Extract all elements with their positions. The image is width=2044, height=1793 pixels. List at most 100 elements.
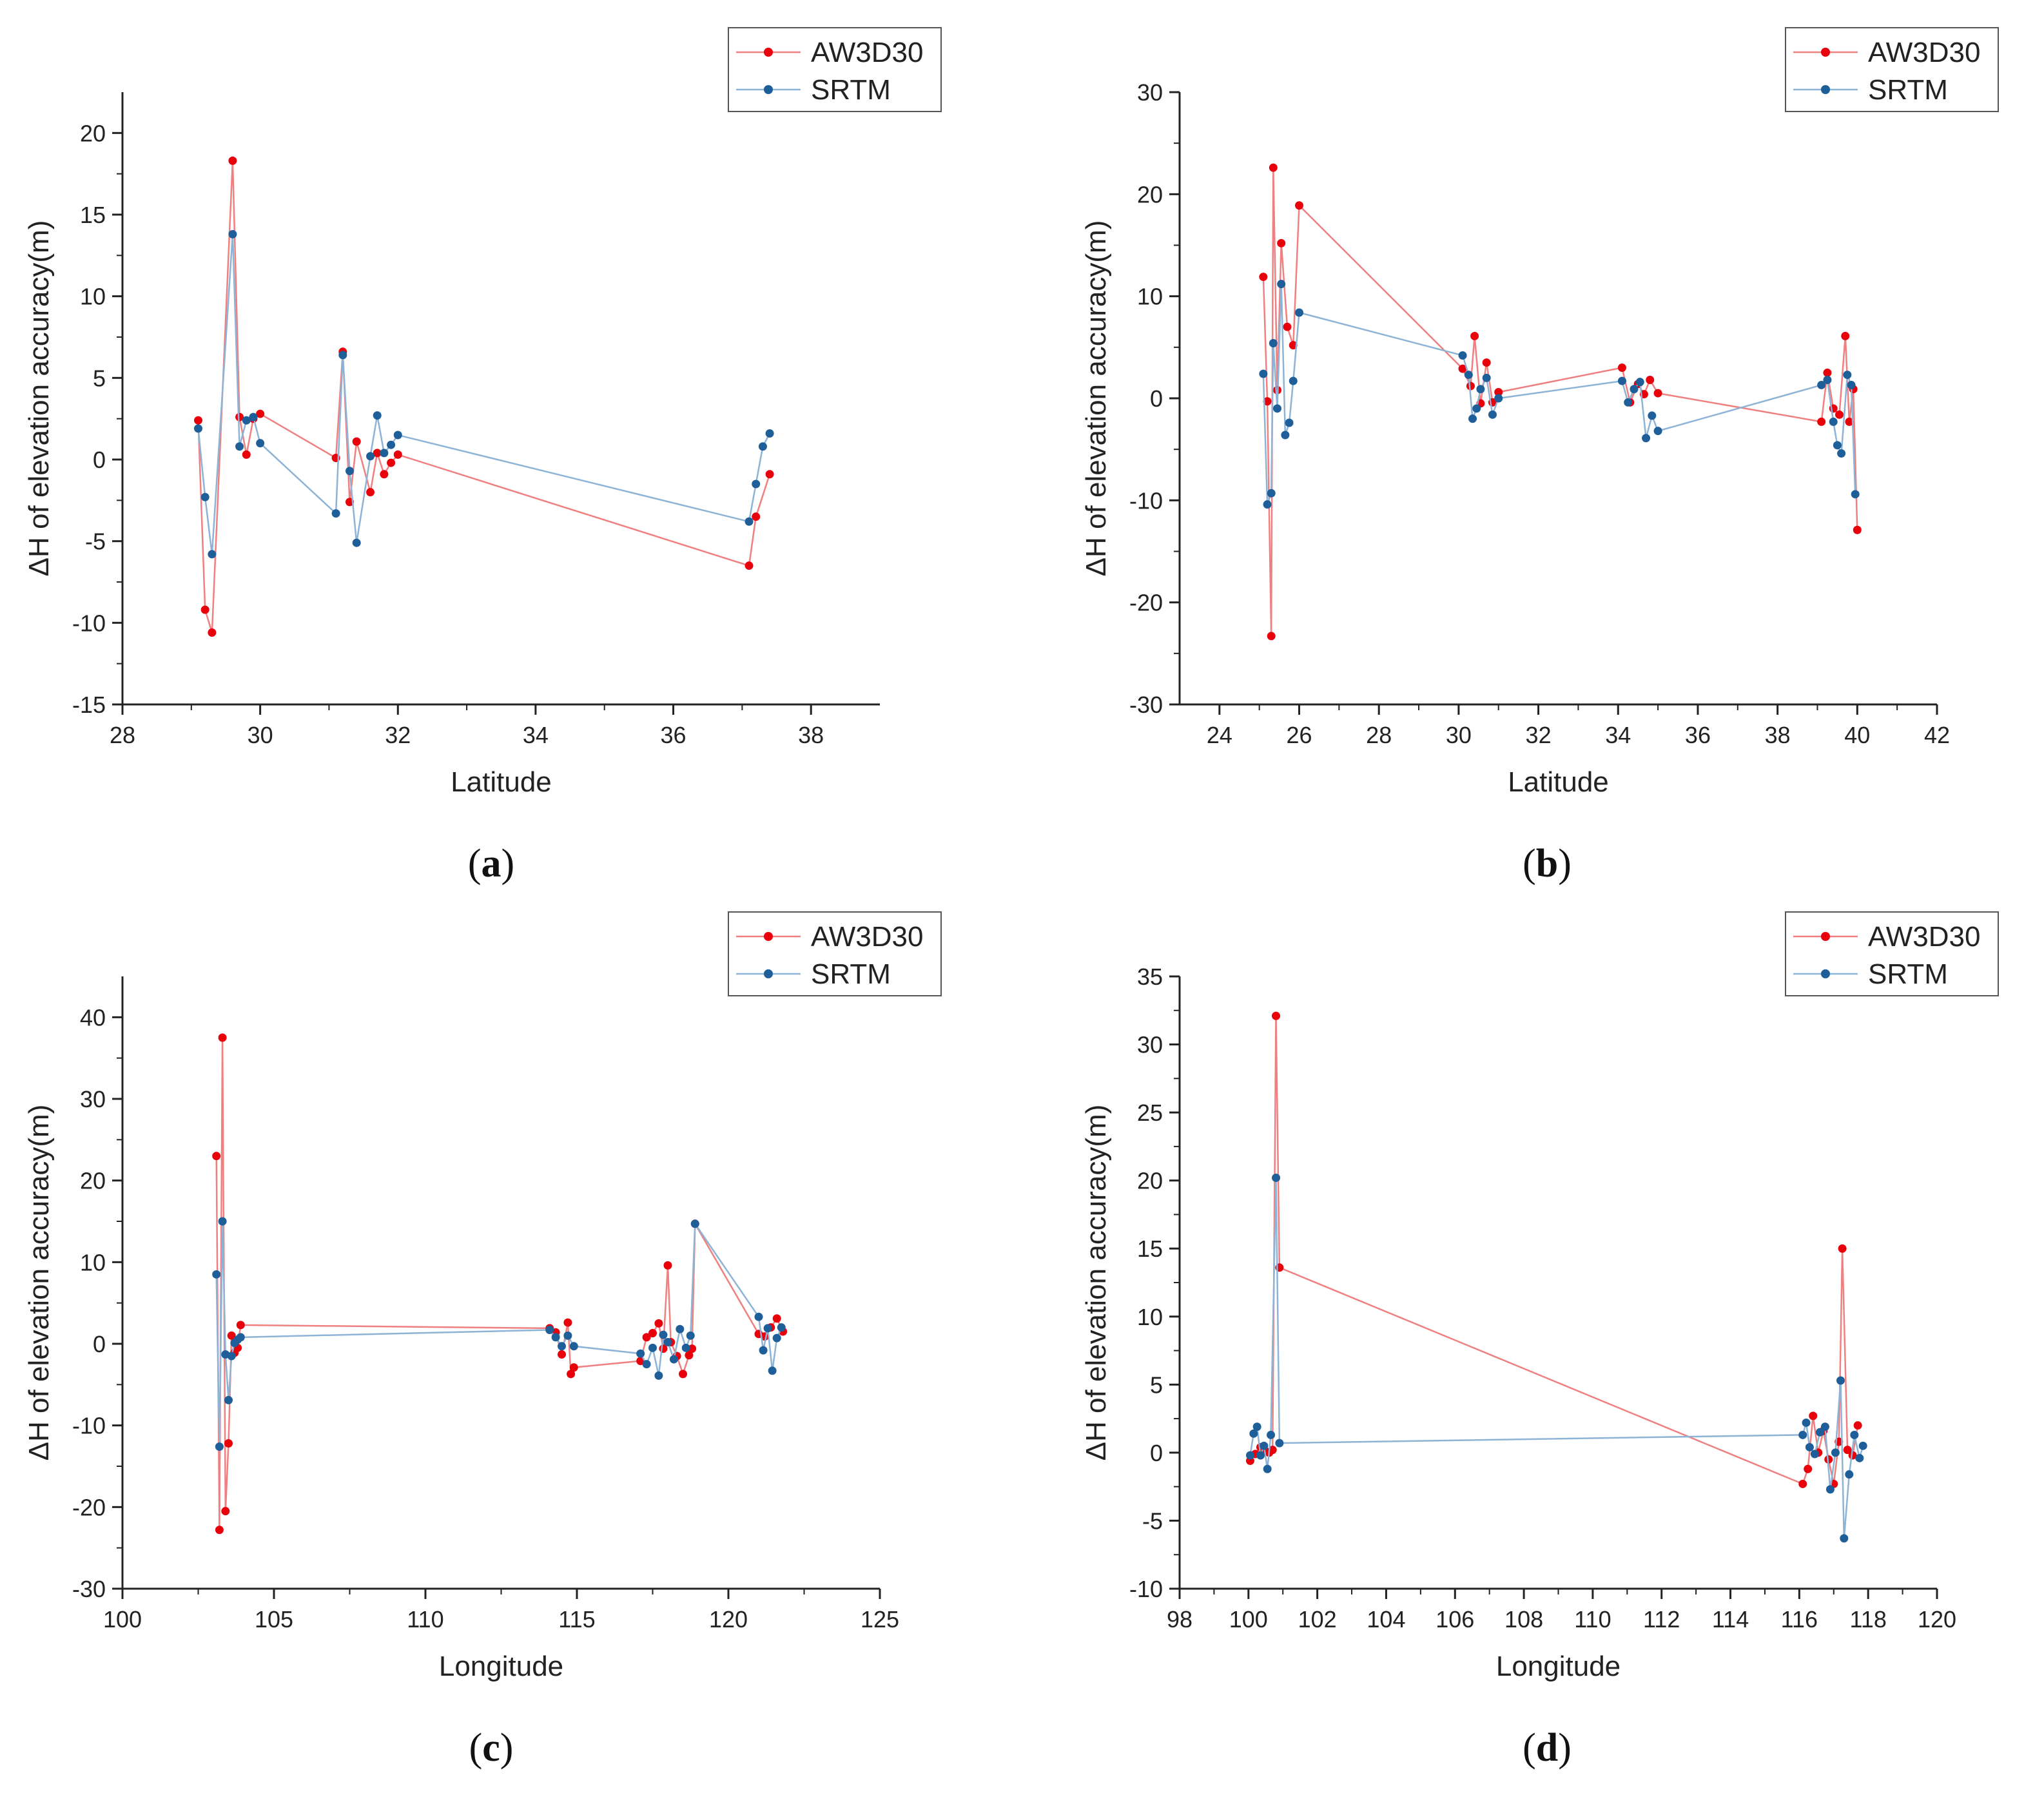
panel-b-y-tick-label: 20 [1137, 181, 1163, 208]
panel-c-srtm-point [642, 1360, 651, 1369]
panel-c-aw3d30-point [218, 1033, 227, 1042]
panel-d-srtm-point [1831, 1448, 1840, 1457]
panel-a-x-axis-label: Latitude [451, 766, 552, 798]
panel-c-legend-aw3d30-marker [764, 932, 773, 941]
panel-d-aw3d30-point [1848, 1451, 1857, 1460]
panel-a-y-axis-label: ΔH of elevation accuracy(m) [23, 220, 55, 577]
panel-d-srtm-point [1845, 1470, 1854, 1479]
panel-a-aw3d30-point [393, 450, 402, 459]
panel-b-srtm-point [1837, 449, 1846, 458]
panel-b-srtm-point [1267, 489, 1276, 498]
panel-b-srtm-point [1833, 441, 1842, 450]
panel-a-x-tick-label: 32 [385, 722, 411, 748]
panel-d-srtm-point [1263, 1464, 1272, 1473]
panel-c-srtm-point [768, 1366, 777, 1375]
panel-c-srtm-point [759, 1346, 768, 1355]
panel-b-x-tick-label: 38 [1765, 722, 1791, 748]
panel-d-caption: (d) [1523, 1726, 1572, 1770]
panel-a-srtm-point [235, 442, 244, 451]
panel-a-y-tick-label: 15 [80, 202, 106, 228]
panel-a-legend-srtm-marker [764, 85, 773, 94]
panel-a-y-tick-label: -10 [72, 610, 106, 636]
panel-a-srtm-point [242, 416, 251, 425]
panel-a-srtm-point [194, 424, 202, 433]
panel-c-aw3d30-point [558, 1350, 566, 1359]
panel-d-srtm-point [1815, 1428, 1824, 1437]
panel-b-y-tick-label: -20 [1129, 590, 1163, 616]
panel-c-srtm-point [686, 1331, 695, 1340]
panel-b-srtm-point [1488, 410, 1497, 419]
panel-b-srtm-point [1285, 418, 1294, 427]
panel-d-legend-aw3d30-label: AW3D30 [1868, 921, 1980, 953]
panel-b-srtm-point [1642, 434, 1651, 443]
panel-d-srtm-point [1855, 1453, 1864, 1462]
panel-a-x-tick-label: 36 [661, 722, 686, 748]
panel-a-aw3d30-point [387, 458, 396, 467]
panel-c-x-tick-label: 110 [407, 1606, 443, 1633]
panel-b: 24 26 28 30 32 34 36 38 40 42 -30 -20 -10 0 10 20 30 Lati… [1080, 27, 1999, 798]
panel-b-x-tick-label: 42 [1924, 722, 1950, 748]
panel-d-x-tick-label: 120 [1918, 1606, 1956, 1633]
panel-a-legend-srtm-label: SRTM [811, 74, 891, 106]
panel-d: 98 100 102 104 106 108 110 112 114 116 118 120-10-5… [1080, 911, 1999, 1682]
panel-c-legend [728, 911, 942, 996]
panel-a-srtm-point [752, 480, 761, 489]
panel-b-srtm-point [1468, 414, 1477, 423]
panel-a-srtm-point [200, 492, 209, 501]
panel-c-aw3d30-point [236, 1321, 245, 1330]
panel-a-srtm-point [331, 509, 340, 518]
panel-d-y-axis-label: ΔH of elevation accuracy(m) [1080, 1105, 1112, 1461]
panel-b-srtm-point [1269, 339, 1278, 347]
panel-b-legend-srtm-marker [1821, 85, 1830, 94]
panel-b-aw3d30-point [1267, 632, 1276, 641]
panel-c-y-tick-label: 10 [80, 1249, 106, 1275]
panel-a-legend-aw3d30-marker [764, 48, 773, 57]
panel-a-srtm-point [380, 449, 389, 458]
panel-b-srtm-point [1624, 398, 1633, 407]
panel-b-y-tick-label: -30 [1129, 692, 1163, 718]
panel-b-x-axis-label: Latitude [1508, 766, 1609, 798]
panel-b-srtm-point [1494, 394, 1503, 403]
panel-d-y-tick-label: -5 [1142, 1507, 1163, 1534]
panel-b-srtm-point [1277, 280, 1286, 289]
panel-d-srtm-point [1820, 1422, 1829, 1431]
panel-d-legend-srtm-marker [1821, 969, 1830, 978]
panel-c-x-axis-label: Longitude [439, 1651, 563, 1682]
panel-d-x-tick-label: 114 [1712, 1606, 1749, 1633]
panel-b-aw3d30-point [1653, 389, 1662, 398]
panel-d-legend-aw3d30-marker [1821, 932, 1830, 941]
panel-c-srtm-point [763, 1324, 772, 1333]
panel-b-y-axis-label: ΔH of elevation accuracy(m) [1080, 220, 1112, 577]
panel-b-srtm-point [1648, 411, 1657, 420]
panel-a-y-tick-label: 0 [93, 447, 106, 473]
panel-b-srtm-point [1843, 371, 1852, 380]
panel-b-x-tick-label: 28 [1366, 722, 1392, 748]
panel-b-x-tick-label: 36 [1685, 722, 1711, 748]
panel-d-aw3d30-point [1272, 1011, 1281, 1020]
panel-c-srtm-point [551, 1333, 560, 1342]
panel-b-aw3d30-point [1646, 376, 1655, 384]
panel-c-y-tick-label: -30 [72, 1576, 106, 1602]
panel-c-srtm-point [563, 1331, 572, 1340]
panel-d-y-tick-label: 0 [1150, 1440, 1163, 1466]
panel-b-srtm-point [1273, 404, 1282, 413]
panel-d-x-tick-label: 108 [1504, 1606, 1543, 1633]
panel-c-x-tick-label: 105 [255, 1606, 293, 1633]
panel-a-aw3d30-point [752, 512, 761, 521]
panel-a-aw3d30-point [765, 470, 774, 479]
panel-a-x-tick-label: 30 [248, 722, 273, 748]
panel-b-aw3d30-point [1817, 417, 1826, 426]
panel-b-aw3d30-point [1269, 163, 1278, 172]
panel-d-x-tick-label: 98 [1167, 1606, 1192, 1633]
panel-b-aw3d30-point [1283, 322, 1292, 331]
panel-d-y-tick-label: 30 [1137, 1032, 1163, 1058]
panel-d-x-tick-label: 116 [1781, 1606, 1818, 1633]
panel-d-srtm-point [1256, 1451, 1265, 1460]
panel-a-aw3d30-point [352, 437, 361, 446]
panel-d-srtm-point [1260, 1441, 1269, 1450]
panel-d-x-tick-label: 102 [1298, 1606, 1337, 1633]
panel-c-x-tick-label: 125 [861, 1606, 899, 1633]
panel-c-srtm-point [236, 1333, 245, 1342]
